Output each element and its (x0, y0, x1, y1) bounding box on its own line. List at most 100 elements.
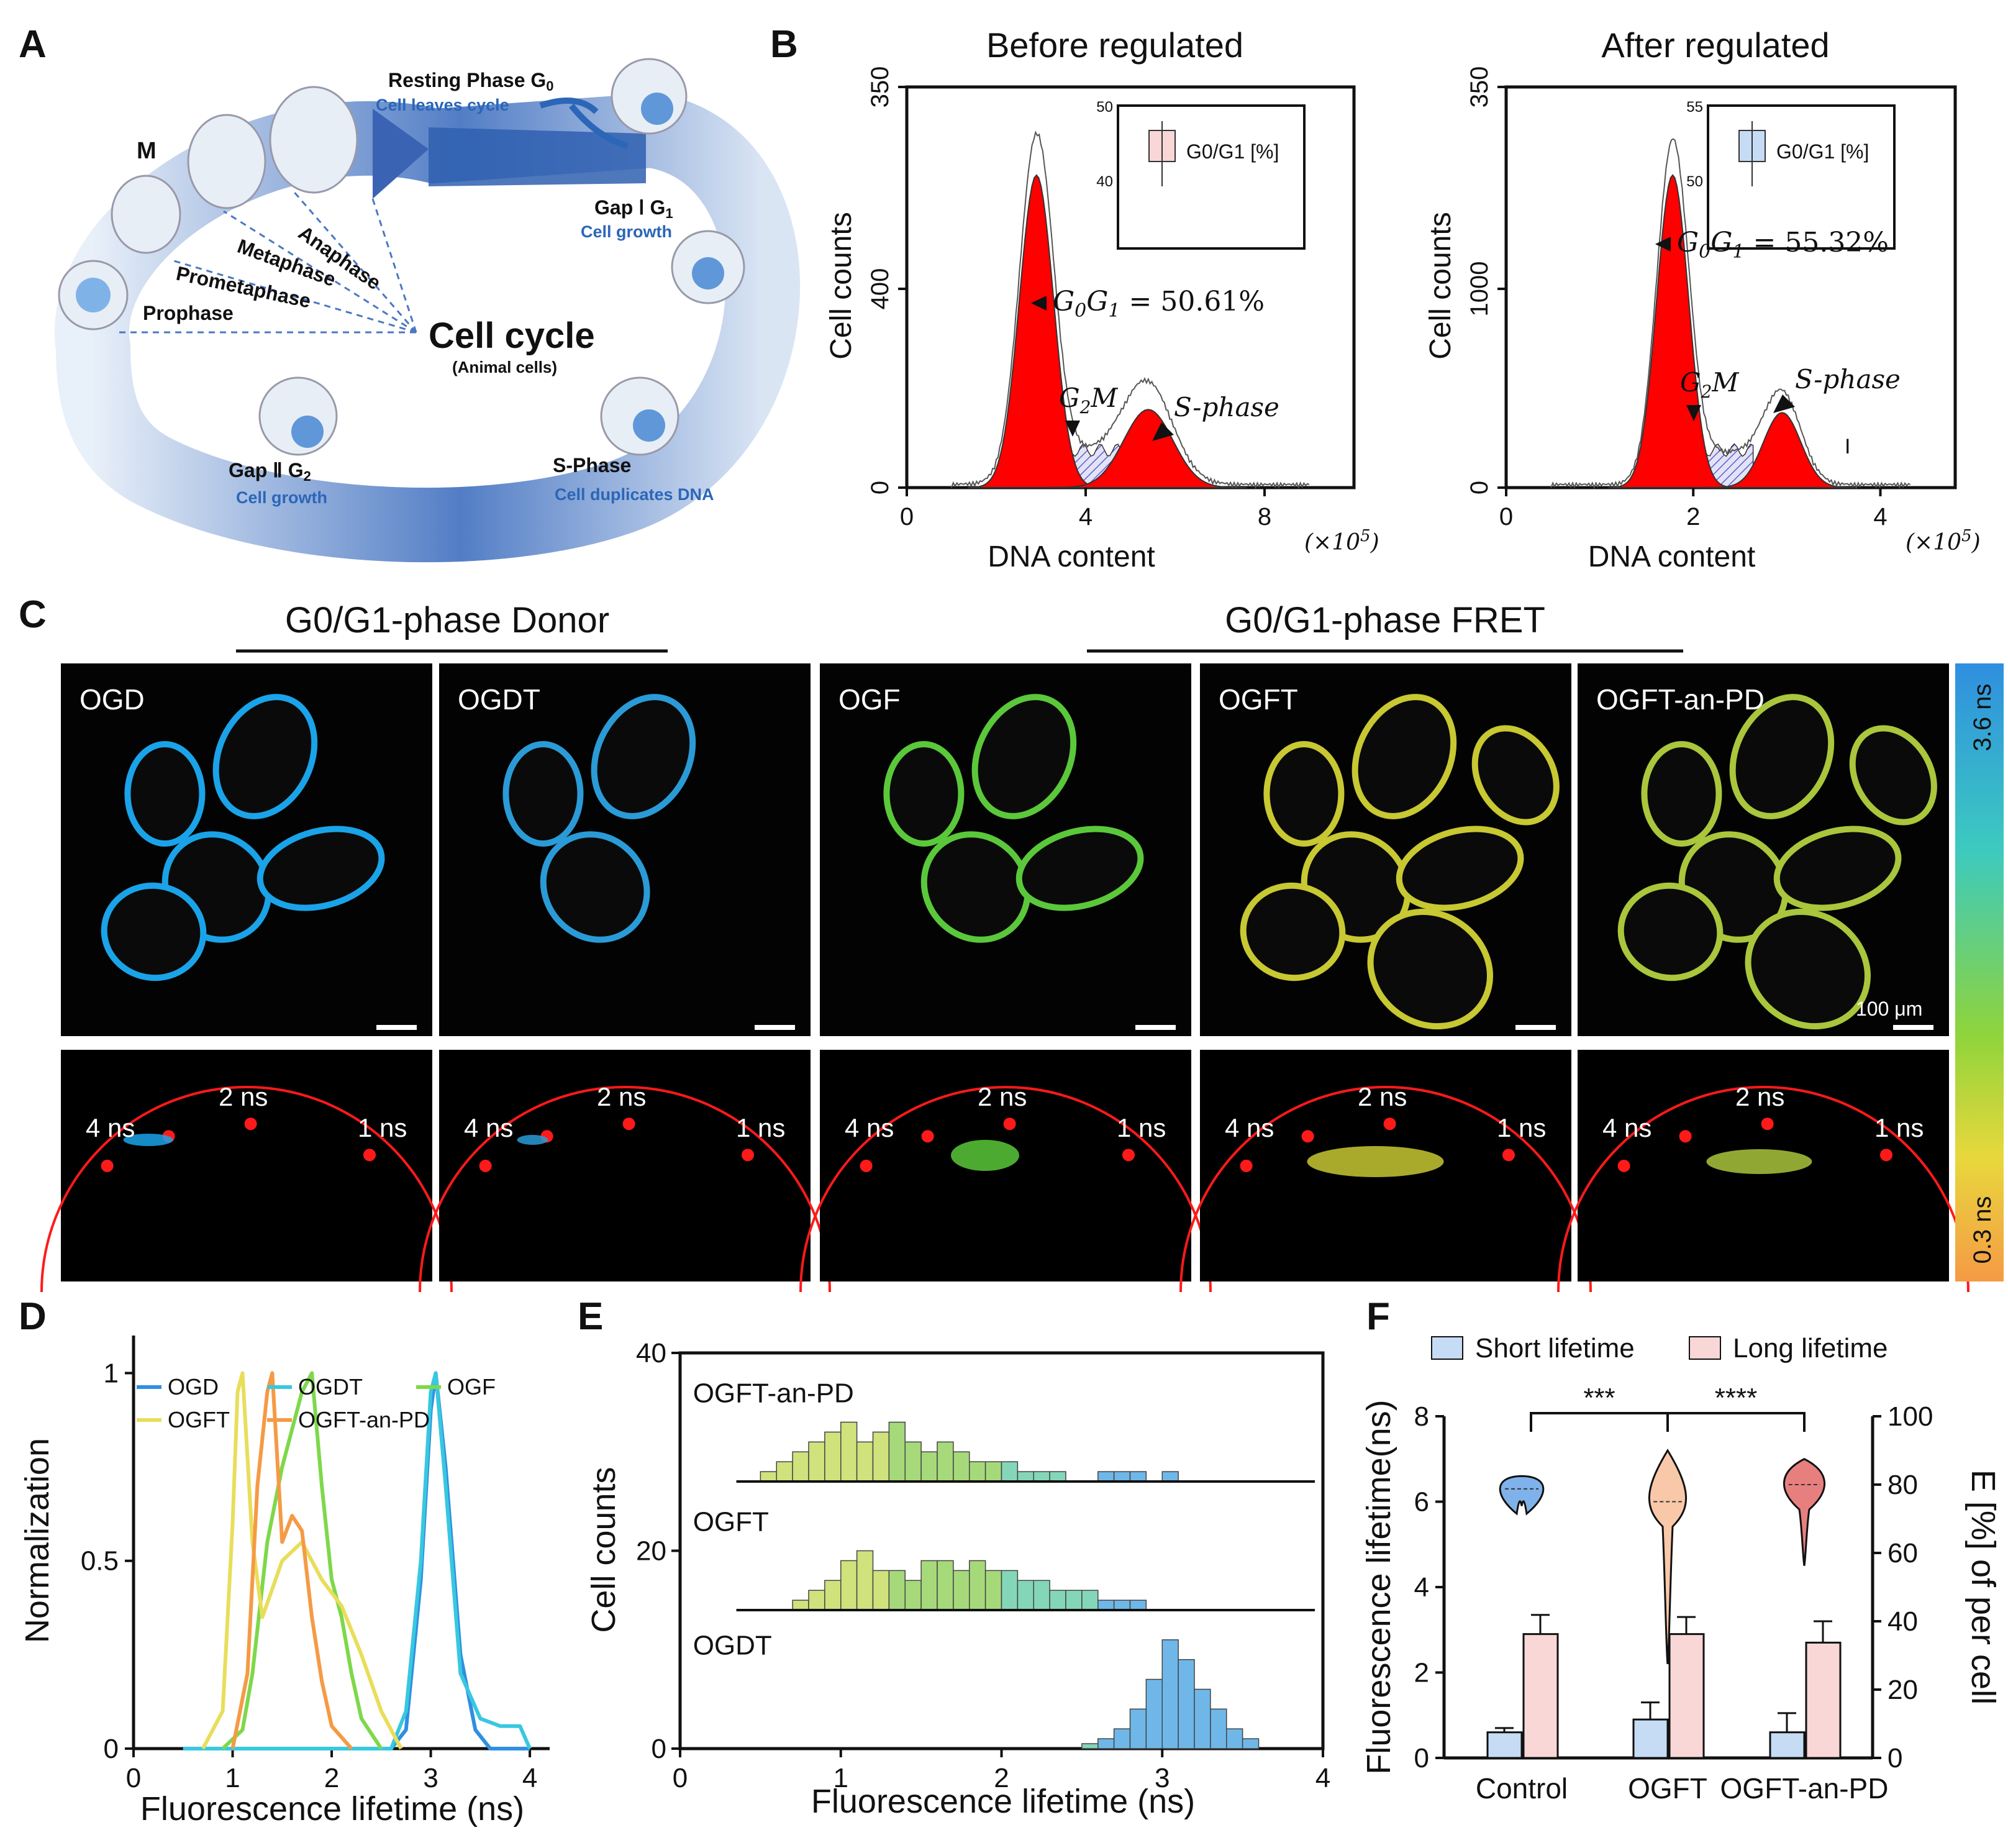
lifetime-marker (1679, 1130, 1692, 1143)
histogram-bar (1178, 1659, 1195, 1749)
g0g1-label: G0G1 = 50.61% (1053, 286, 1265, 322)
cell-nucleus (633, 409, 665, 442)
cell-outline (920, 831, 1031, 943)
stage-label-m: M (137, 138, 157, 164)
cell-outline (1745, 908, 1871, 1030)
histogram-bar (808, 1441, 825, 1482)
y-tick-label: 40 (636, 1338, 666, 1368)
x-axis-label: Fluorescence lifetime (ns) (140, 1790, 524, 1828)
image-label: OGFT (1219, 683, 1298, 716)
histogram-bar (1161, 1471, 1179, 1482)
legend-label: OGFT (168, 1407, 230, 1432)
x-tick-label: 0 (126, 1763, 141, 1793)
lifetime-marker (1880, 1149, 1892, 1162)
y-tick-label: 350 (866, 66, 894, 108)
cell-outline (1015, 826, 1144, 911)
g0g1-label: G0G1 = 55.32% (1677, 227, 1889, 263)
phasor-label-2ns: 2 ns (219, 1082, 268, 1111)
universal-circle (1557, 1086, 1969, 1293)
phasor-plot (439, 1050, 811, 1281)
gap1-note: Cell growth (581, 222, 672, 241)
phasor-cloud (517, 1135, 548, 1145)
violin-ogft-an-pd (1783, 1458, 1825, 1566)
image-label: OGFT-an-PD (1596, 683, 1765, 716)
scale-bar (755, 1025, 795, 1030)
histogram-bar (776, 1461, 793, 1482)
histogram-bar (937, 1441, 954, 1482)
y-axis-label: Normalization (19, 1438, 56, 1643)
y-tick-label: 0 (104, 1734, 119, 1764)
cell-outline (124, 741, 206, 847)
phasor-label-1ns: 1 ns (358, 1113, 407, 1142)
donor-header: G0/G1-phase Donor (285, 600, 609, 640)
s-phase-label: S-phase (1174, 392, 1279, 422)
violin-ogft (1648, 1449, 1688, 1665)
histogram-bar (840, 1560, 858, 1611)
histogram-bar (904, 1580, 922, 1611)
cell-outline (1471, 725, 1560, 826)
legend-label-long: Long lifetime (1733, 1333, 1888, 1363)
significance-label: **** (1715, 1383, 1758, 1413)
cell-outline (1263, 741, 1345, 847)
histogram-bar (872, 1431, 890, 1482)
histogram-bar (1097, 1600, 1115, 1611)
lifetime-marker (742, 1149, 754, 1162)
histogram-bar (792, 1451, 809, 1482)
histogram-bar (1065, 1590, 1083, 1611)
inset-tick: 40 (1096, 173, 1113, 190)
x-tick-label: 0 (673, 1763, 688, 1793)
stage-label-prophase: Prophase (143, 302, 234, 324)
y-tick-label: 400 (866, 268, 894, 310)
x-tick-label: 4 (522, 1763, 537, 1793)
histogram-bar (1001, 1570, 1019, 1611)
significance-label: *** (1583, 1383, 1615, 1413)
inset-frame (1117, 104, 1306, 250)
histogram-bar (1145, 1678, 1163, 1749)
bar-long-lifetime (1668, 1633, 1705, 1759)
histogram-bar (953, 1570, 970, 1611)
lifetime-marker (1761, 1117, 1774, 1131)
histogram-bar (840, 1421, 858, 1482)
panel-letter-b: B (770, 23, 798, 66)
panel-letter-d: D (19, 1295, 47, 1338)
phasor-plot (61, 1050, 432, 1281)
y2-tick-label: 60 (1888, 1538, 1918, 1568)
x-tick-label: 2 (1686, 503, 1700, 530)
image-label: OGDT (458, 683, 540, 716)
histogram-bar (1129, 1471, 1147, 1482)
cell-outline (1641, 741, 1722, 847)
histogram-bar (1129, 1708, 1147, 1749)
y-tick-label: 0 (866, 481, 894, 494)
s-phase-pointer (1152, 422, 1174, 441)
category-label: OGFT (1628, 1772, 1707, 1805)
histogram-bar (1017, 1580, 1034, 1611)
y-tick-label: 2 (1414, 1658, 1429, 1688)
phasor-label-2ns: 2 ns (978, 1082, 1027, 1111)
x-tick-label: 0 (900, 503, 914, 530)
lifetime-marker (479, 1159, 492, 1172)
histogram-bar (1242, 1738, 1260, 1749)
series-line-ogft-an-pd (230, 1371, 353, 1750)
exit-arrow (539, 98, 599, 114)
lifetime-marker (1502, 1149, 1515, 1162)
y-tick-label: 1000 (1466, 262, 1493, 317)
phasor-label-4ns: 4 ns (1225, 1113, 1274, 1142)
panel-letter-c: C (19, 593, 47, 636)
panel-c-images: OGD 4 ns 2 ns 1 ns OGDT 4 ns 2 ns 1 ns OGF 4 ns 2 … (40, 663, 1969, 1293)
y-tick-label: 0 (1466, 481, 1493, 494)
bar-long-lifetime (1522, 1633, 1559, 1759)
histogram-bar (888, 1421, 906, 1482)
x-exponent-label: (×105) (1906, 527, 1981, 555)
scale-bar (1135, 1025, 1176, 1030)
resting-phase-label: Resting Phase G0 (388, 69, 554, 94)
return-arrow (569, 103, 629, 149)
x-tick-label: 2 (994, 1763, 1009, 1793)
bar-short-lifetime (1769, 1731, 1806, 1759)
y-tick-label: 1 (104, 1358, 119, 1388)
fret-header: G0/G1-phase FRET (1225, 600, 1545, 640)
violin-control (1499, 1475, 1545, 1516)
cell-outline (1240, 882, 1346, 981)
